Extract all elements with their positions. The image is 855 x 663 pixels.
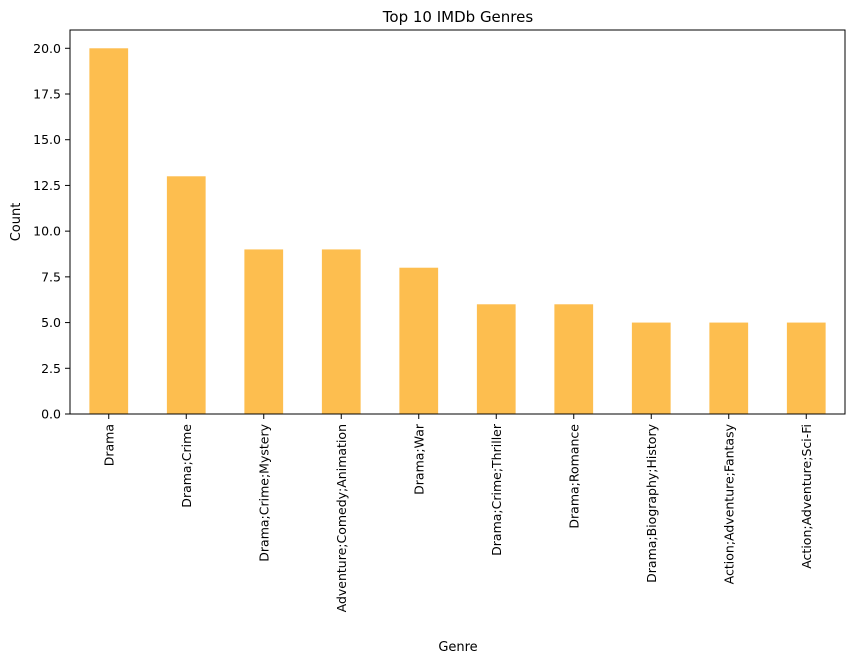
x-tick-label: Drama [101, 424, 116, 466]
y-tick-label: 12.5 [33, 178, 61, 193]
y-tick-label: 2.5 [41, 361, 61, 376]
x-tick-label: Drama;Romance [566, 424, 581, 529]
bar-4 [321, 249, 361, 414]
x-tick-label: Drama;Biography;History [644, 423, 659, 582]
plot-frame [69, 29, 846, 415]
y-tick-label: 7.5 [41, 269, 61, 284]
y-tick-label: 0.0 [41, 407, 61, 422]
y-tick-label: 15.0 [33, 132, 61, 147]
bar-10 [786, 322, 826, 414]
bar-9 [709, 322, 749, 414]
x-tick-label: Action;Adventure;Sci-Fi [799, 424, 814, 569]
y-tick-label: 20.0 [33, 41, 61, 56]
y-axis: 0.0 2.5 5.0 7.5 10.0 12.5 15.0 17.5 20.0 [33, 41, 70, 422]
bar-3 [244, 249, 284, 414]
bar-6 [476, 304, 516, 414]
x-tick-label: Drama;War [411, 423, 426, 495]
bar-8 [631, 322, 671, 414]
x-tick-label: Drama;Crime [179, 424, 194, 508]
y-tick-label: 17.5 [33, 87, 61, 102]
chart-title: Top 10 IMDb Genres [382, 8, 534, 26]
bar-2 [166, 176, 206, 414]
y-axis-label: Count [9, 203, 24, 242]
bars-group [89, 48, 826, 414]
x-axis-label: Genre [438, 640, 477, 655]
x-tick-label: Drama;Crime;Thriller [489, 423, 504, 556]
y-tick-label: 10.0 [33, 224, 61, 239]
bar-7 [554, 304, 594, 414]
bar-5 [399, 267, 439, 414]
bar-1 [89, 48, 129, 414]
x-tick-label: Action;Adventure;Fantasy [721, 423, 736, 584]
x-tick-label: Drama;Crime;Mystery [256, 423, 271, 561]
x-tick-label: Adventure;Comedy;Animation [334, 424, 349, 612]
y-tick-label: 5.0 [41, 315, 61, 330]
x-axis: Drama Drama;Crime Drama;Crime;Mystery Adven… [101, 414, 814, 612]
